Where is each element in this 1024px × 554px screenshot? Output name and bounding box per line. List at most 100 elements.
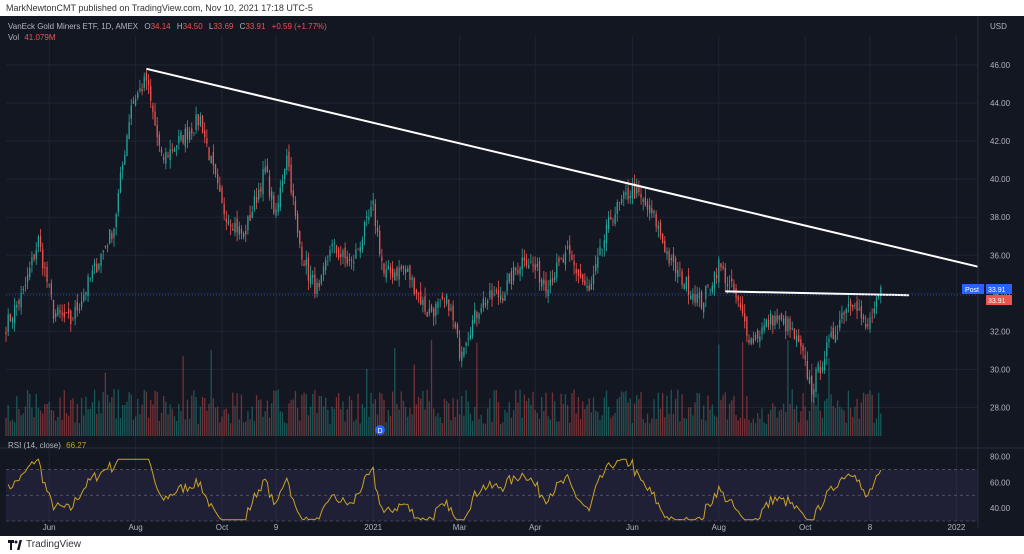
candle-body [627, 187, 629, 200]
candle-body [102, 250, 104, 252]
candle-body [167, 155, 169, 158]
candle-body [735, 288, 737, 298]
candle-body [258, 189, 260, 200]
volume-bar [13, 422, 16, 436]
candle-body [871, 317, 873, 318]
time-axis: Jun Aug Oct 9 2021 Mar Apr Jun Aug Oct 8 2022 [43, 523, 966, 532]
candle-body [700, 291, 703, 309]
candle-body [199, 116, 202, 126]
volume-bar [22, 413, 24, 436]
candle-body [361, 239, 364, 250]
volume-bar [631, 422, 634, 436]
volume-bar [592, 397, 595, 436]
rsi-tick-label: 60.00 [990, 478, 1011, 487]
volume-bar [70, 400, 72, 436]
volume-bar [445, 401, 448, 436]
time-tick-label: Jun [43, 523, 56, 532]
candle-body [50, 283, 53, 297]
volume-bar [463, 415, 465, 436]
volume-bar [236, 393, 238, 436]
candle-body [679, 268, 681, 270]
candle-body [16, 304, 18, 308]
candle-body [512, 267, 515, 281]
candle-body [210, 155, 212, 164]
volume-bar [746, 395, 748, 436]
trendlines[interactable] [6, 67, 979, 297]
candle-body [659, 222, 662, 237]
candle-body [350, 259, 353, 261]
volume-bar [359, 423, 361, 436]
candle-body [541, 279, 543, 287]
candle-body [374, 203, 377, 227]
candle-body [601, 248, 603, 250]
candle-body [433, 308, 435, 317]
volume-bar [474, 407, 476, 436]
candle-body [625, 192, 627, 195]
volume-bar [506, 412, 508, 436]
chart-area[interactable]: 46.0044.0042.0040.0038.0036.0034.0032.00… [0, 16, 1024, 536]
volume-bar [618, 396, 621, 436]
candle-body [538, 260, 541, 283]
candle-body [26, 274, 29, 282]
candle-body [275, 209, 277, 216]
volume-bar [832, 405, 834, 436]
volume-bar [266, 400, 269, 436]
volume-bar [476, 342, 478, 436]
candle-body [560, 258, 562, 260]
candle-body [767, 319, 770, 328]
volume-bar [566, 405, 569, 436]
candle-body [515, 268, 517, 271]
candle-body [160, 149, 163, 153]
volume-bar [549, 419, 551, 436]
volume-bar [255, 395, 258, 436]
candle-body [579, 271, 582, 279]
volume-bar [817, 393, 819, 436]
candle-body [394, 272, 396, 281]
volume-bar [39, 410, 42, 436]
candle-body [212, 152, 215, 166]
volume-bar [413, 364, 415, 436]
volume-bar [430, 339, 433, 436]
candle-body [322, 266, 325, 275]
volume-bar [869, 390, 871, 436]
volume-bar [242, 422, 245, 436]
volume-bar [83, 415, 85, 436]
volume-bar [271, 403, 273, 436]
candle-body [139, 88, 141, 92]
candle-body [661, 233, 664, 243]
candle-body [29, 268, 31, 277]
price-chart[interactable]: 46.0044.0042.0040.0038.0036.0034.0032.00… [0, 16, 1024, 536]
volume-bar [42, 413, 44, 436]
volume-bar [316, 412, 318, 436]
candle-body [37, 236, 40, 247]
currency-label: USD [990, 22, 1007, 31]
volume-bar [532, 391, 534, 436]
candle-body [18, 300, 20, 305]
volume-bar [748, 419, 750, 436]
candle-body [718, 259, 720, 283]
candle-body [709, 289, 711, 291]
volume-bar [487, 408, 489, 436]
volume-bar [813, 397, 815, 436]
volume-legend: Vol 41.079M [8, 33, 56, 42]
volume-bar [735, 415, 737, 436]
volume-bar [314, 389, 316, 436]
volume-bar [586, 404, 588, 436]
volume-bar [525, 401, 528, 436]
volume-bars [5, 339, 882, 436]
volume-bar [121, 405, 124, 436]
volume-bar [132, 419, 135, 436]
candle-body [765, 319, 767, 327]
candle-body [137, 92, 139, 98]
candle-body [582, 274, 584, 282]
legend-c-label: C [240, 22, 246, 31]
candle-body [666, 251, 668, 255]
rsi-tick-label: 40.00 [990, 504, 1011, 513]
dividend-marker-icon[interactable] [375, 425, 385, 435]
candle-body [763, 324, 765, 331]
volume-bar [867, 393, 869, 436]
candle-body [363, 222, 366, 237]
candle-body [862, 316, 865, 320]
volume-bar [515, 390, 517, 436]
rsi-value: 66.27 [66, 441, 87, 450]
